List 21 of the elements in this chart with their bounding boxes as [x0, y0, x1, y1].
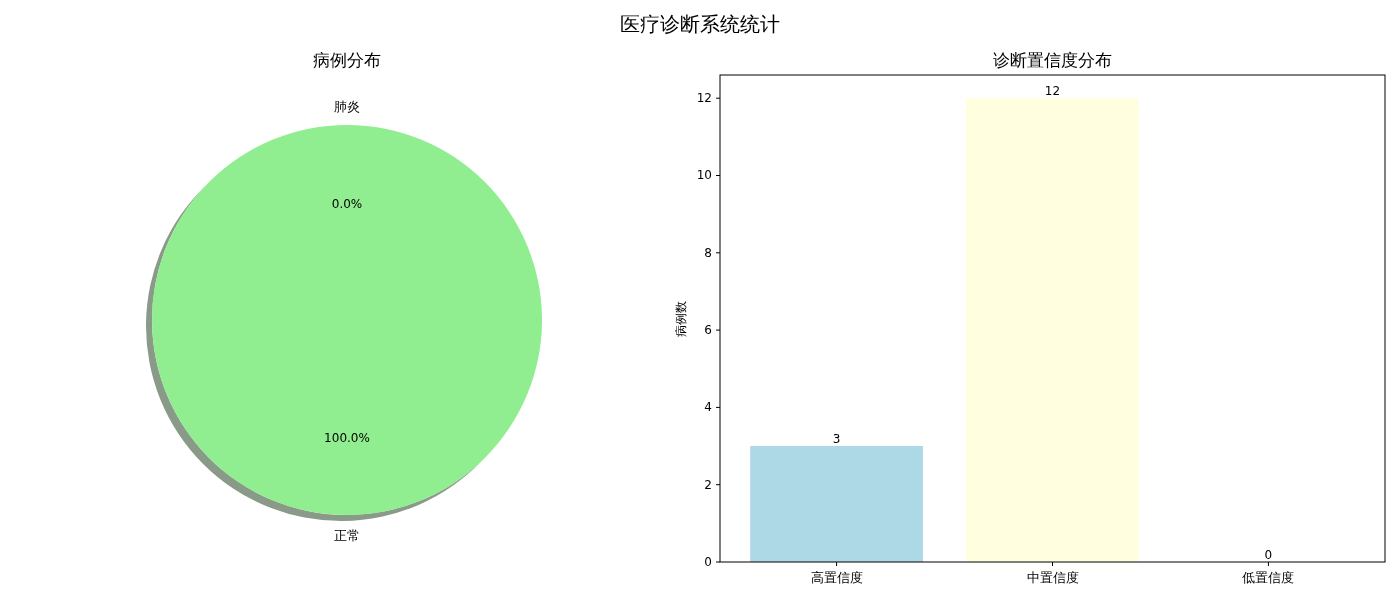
slice-label: 正常 [334, 527, 360, 543]
data-label: 100.0% [324, 431, 370, 445]
data-label: 3 [832, 432, 841, 447]
y-axis-title: 病例数 [674, 300, 688, 337]
y-tick-label: 10 [696, 168, 712, 183]
y-tick-label: 12 [696, 91, 712, 106]
y-tick-label: 8 [704, 245, 712, 260]
text: 医疗诊断系统统计 [620, 12, 780, 36]
x-tick-label: 低置信度 [1242, 570, 1295, 585]
chart-title: 诊断置信度分布 [993, 50, 1112, 70]
data-label: 12 [1044, 84, 1061, 99]
y-tick-label: 6 [704, 323, 712, 338]
y-tick-label: 4 [704, 400, 712, 415]
text: 0.0% [331, 197, 363, 211]
x-tick-label: 高置信度 [810, 570, 863, 585]
category-label: 肺炎 [334, 98, 360, 114]
chart-title: 病例分布 [313, 50, 381, 70]
y-tick-label: 2 [704, 477, 712, 492]
x-tick-label: 中置信度 [1026, 570, 1079, 585]
y-tick-label: 0 [704, 555, 712, 569]
data-label: 0 [1264, 548, 1273, 562]
